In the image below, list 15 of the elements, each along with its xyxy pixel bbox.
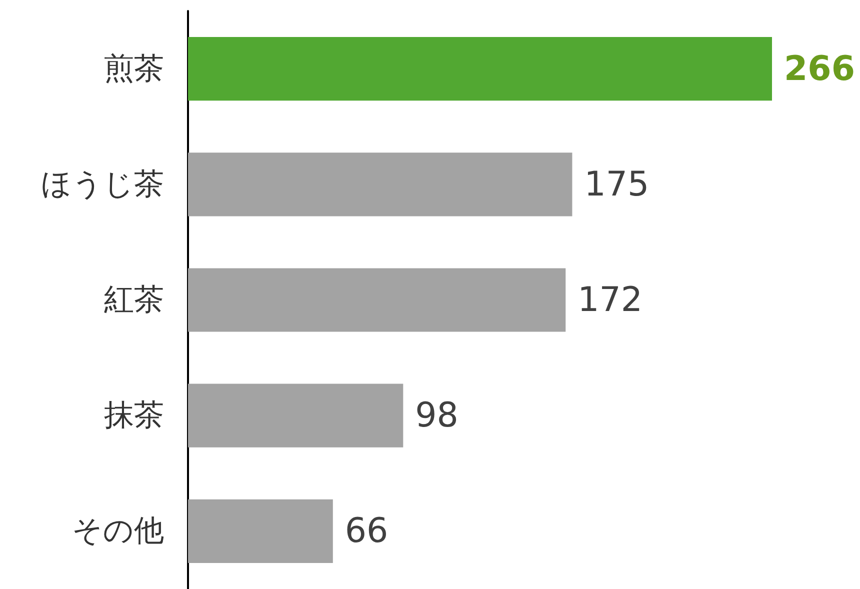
bar xyxy=(188,152,572,216)
data-label: 266 xyxy=(784,48,855,89)
y-tick-label: ほうじ茶 xyxy=(41,166,164,202)
bar xyxy=(188,268,566,332)
data-label: 66 xyxy=(344,511,388,552)
data-label: 98 xyxy=(415,396,458,436)
bar xyxy=(188,384,404,448)
y-tick-label: 紅茶 xyxy=(104,282,164,318)
y-tick-label: その他 xyxy=(72,514,164,549)
y-tick-label: 煎茶 xyxy=(104,51,164,86)
bar xyxy=(188,37,772,101)
data-label: 175 xyxy=(584,164,650,204)
y-tick-label: 抹茶 xyxy=(104,398,164,434)
data-label: 172 xyxy=(578,280,643,320)
bar xyxy=(188,499,333,563)
